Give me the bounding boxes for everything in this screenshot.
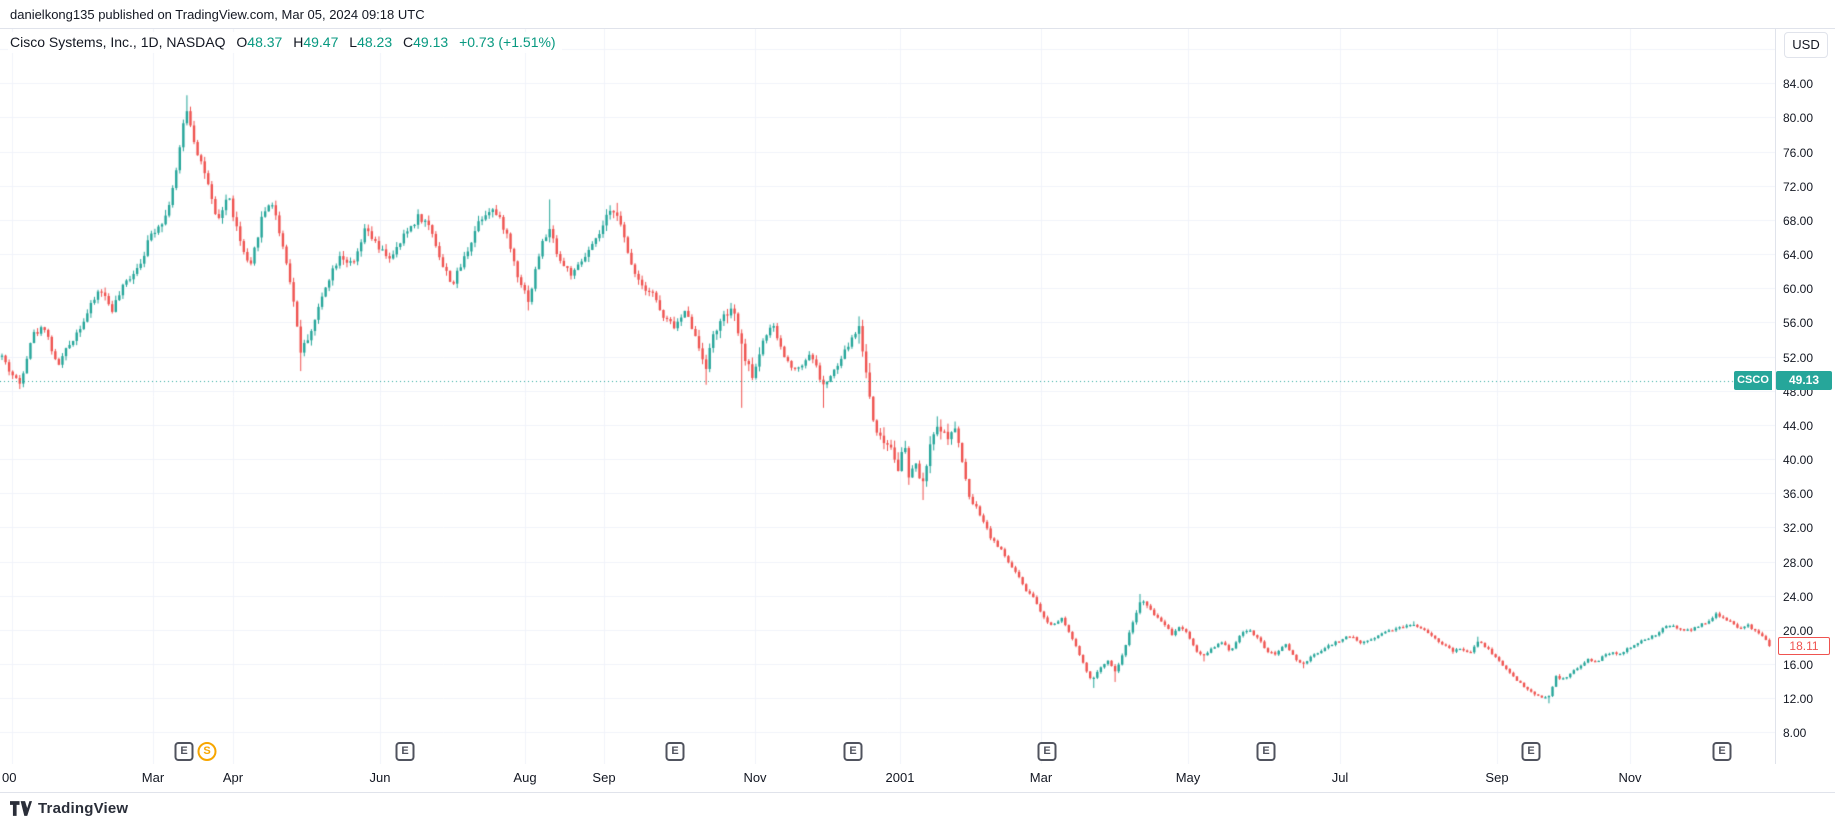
low-value: 48.23 (357, 34, 393, 50)
tradingview-logo-text: TradingView (38, 800, 129, 817)
chart-legend: Cisco Systems, Inc., 1D, NASDAQ O48.37 H… (8, 32, 562, 53)
tradingview-logo-link[interactable]: TradingView (10, 800, 128, 817)
last-price-label: 18.11 (1778, 637, 1830, 655)
earnings-marker-icon[interactable]: E (1712, 742, 1732, 761)
close-value: 49.13 (413, 34, 449, 50)
time-tick-label: Aug (513, 770, 537, 785)
tradingview-logo-icon (10, 801, 32, 816)
time-axis-panel[interactable]: 00 Mar Apr Jun Aug Sep Nov 2001 Mar May Jul Sep Nov (0, 764, 1835, 793)
price-tick-label: 76.00 (1783, 145, 1814, 160)
high-label: H (293, 34, 304, 50)
price-tick-label: 64.00 (1783, 248, 1814, 263)
change-value: +0.73 (+1.51%) (459, 34, 556, 50)
price-tick-label: 68.00 (1783, 213, 1814, 228)
earnings-marker-icon[interactable]: E (665, 742, 685, 761)
price-tick-label: 20.00 (1783, 623, 1814, 638)
time-tick-label: Nov (1618, 770, 1642, 785)
time-tick-label: Sep (592, 770, 616, 785)
price-tick-label: 80.00 (1783, 111, 1814, 126)
price-tick-label: 56.00 (1783, 316, 1814, 331)
close-label: C (403, 34, 414, 50)
earnings-marker-icon[interactable]: E (843, 742, 863, 761)
time-tick-label: Nov (743, 770, 767, 785)
price-tick-label: 60.00 (1783, 282, 1814, 297)
price-tick-label: 44.00 (1783, 418, 1814, 433)
price-tick-label: 12.00 (1783, 692, 1814, 707)
symbol-chip: CSCO (1734, 371, 1772, 390)
time-tick-label: Jul (1331, 770, 1349, 785)
time-tick-label: 00 (2, 770, 17, 785)
open-label: O (236, 34, 248, 50)
price-tick-label: 28.00 (1783, 555, 1814, 570)
price-tick-label: 72.00 (1783, 179, 1814, 194)
price-tick-label: 40.00 (1783, 453, 1814, 468)
earnings-marker-icon[interactable]: E (174, 742, 194, 761)
open-value: 48.37 (247, 34, 283, 50)
time-tick-label: May (1175, 770, 1201, 785)
price-axis-panel[interactable]: USD 18.11 84.00 80.00 76.00 72.00 68.00 64.00… (1775, 29, 1835, 792)
earnings-marker-icon[interactable]: E (1037, 742, 1057, 761)
divider (0, 28, 1835, 29)
candlestick-chart[interactable] (0, 29, 1775, 764)
prev-close-value-chip: 49.13 (1776, 371, 1832, 390)
price-tick-label: 36.00 (1783, 487, 1814, 502)
time-tick-label: Apr (222, 770, 244, 785)
low-label: L (349, 34, 358, 50)
time-tick-label: Jun (369, 770, 391, 785)
time-tick-label: Mar (141, 770, 165, 785)
price-tick-label: 16.00 (1783, 658, 1814, 673)
split-marker-icon[interactable]: S (197, 742, 217, 761)
chart-region: Cisco Systems, Inc., 1D, NASDAQ O48.37 H… (0, 29, 1835, 764)
time-tick-label: 2001 (885, 770, 915, 785)
price-tick-label: 84.00 (1783, 77, 1814, 92)
price-tick-label: 8.00 (1783, 726, 1807, 741)
high-value: 49.47 (303, 34, 339, 50)
earnings-marker-icon[interactable]: E (1521, 742, 1541, 761)
attribution-bar: danielkong135 published on TradingView.c… (0, 0, 1835, 28)
time-tick-label: Mar (1029, 770, 1053, 785)
currency-button[interactable]: USD (1784, 32, 1828, 58)
time-tick-label: Sep (1485, 770, 1509, 785)
footer-bar: TradingView (0, 793, 1835, 827)
attribution-text: danielkong135 published on TradingView.c… (10, 7, 425, 22)
price-tick-label: 32.00 (1783, 521, 1814, 536)
earnings-marker-icon[interactable]: E (395, 742, 415, 761)
price-tick-label: 52.00 (1783, 350, 1814, 365)
symbol-title[interactable]: Cisco Systems, Inc., 1D, NASDAQ (10, 34, 226, 50)
price-tick-label: 24.00 (1783, 589, 1814, 604)
earnings-marker-icon[interactable]: E (1256, 742, 1276, 761)
